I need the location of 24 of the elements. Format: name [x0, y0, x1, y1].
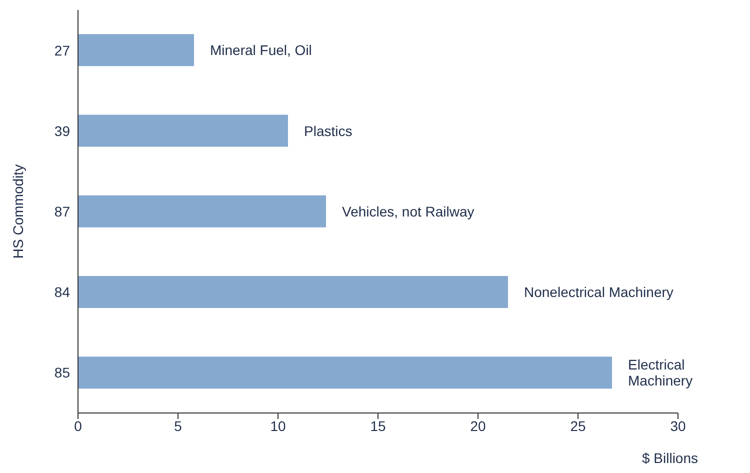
x-tick-label: 5	[174, 418, 182, 434]
y-tick-label: 39	[54, 122, 70, 139]
y-tick-label: 85	[54, 364, 70, 381]
x-tick-label: 30	[670, 418, 686, 434]
x-tick-label: 15	[370, 418, 386, 434]
x-tick-label: 20	[470, 418, 486, 434]
annotation: Vehicles, not Railway	[342, 203, 474, 220]
annotation: Plastics	[304, 122, 352, 139]
annotation: Electrical Machinery	[628, 356, 693, 389]
x-axis-title: $ Billions	[642, 450, 698, 466]
y-tick-label: 87	[54, 203, 70, 220]
y-tick-label: 27	[54, 42, 70, 58]
bar	[78, 195, 326, 228]
bar	[78, 34, 194, 66]
annotation: Mineral Fuel, Oil	[210, 42, 312, 58]
y-tick-label: 84	[54, 284, 70, 300]
bar	[78, 114, 288, 147]
x-tick-label: 25	[570, 418, 586, 434]
x-tick-label: 0	[74, 418, 82, 434]
bar	[78, 356, 612, 389]
x-tick-label: 10	[270, 418, 286, 434]
bar	[78, 276, 508, 308]
annotation: Nonelectrical Machinery	[524, 284, 674, 300]
y-axis-title: HS Commodity	[10, 164, 26, 259]
